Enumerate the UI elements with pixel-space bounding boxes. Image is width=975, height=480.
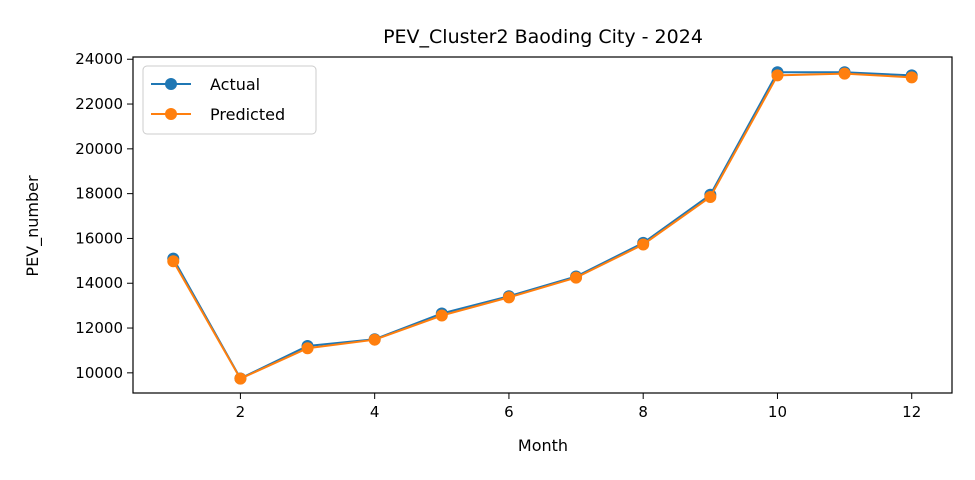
x-tick-label: 2 [236, 403, 246, 421]
y-tick-label: 20000 [75, 140, 123, 158]
series-line-predicted [172, 72, 912, 380]
data-point-predicted [570, 271, 583, 284]
y-axis-ticks: 10000 12000 14000 16000 18000 20000 22000 24000 [75, 50, 133, 382]
y-tick-label: 24000 [75, 50, 123, 68]
series-layer [167, 66, 918, 385]
data-point-predicted [234, 372, 247, 385]
legend: Actual Predicted [142, 65, 317, 135]
data-point-predicted [435, 309, 448, 322]
legend-marker-predicted [165, 108, 177, 120]
chart-title: PEV_Cluster2 Baoding City - 2024 [383, 26, 703, 48]
data-point-predicted [502, 291, 515, 304]
legend-label-predicted: Predicted [210, 105, 285, 124]
data-point-predicted [368, 333, 381, 346]
y-tick-label: 22000 [75, 95, 123, 113]
data-point-predicted [637, 238, 650, 251]
x-tick-label: 12 [902, 403, 921, 421]
y-axis-label: PEV_number [23, 175, 43, 277]
x-axis-ticks: 2 4 6 8 10 12 [236, 393, 921, 421]
data-point-predicted [771, 69, 784, 82]
y-tick-label: 12000 [75, 319, 123, 337]
x-tick-label: 4 [370, 403, 380, 421]
data-point-predicted [905, 71, 918, 84]
data-point-predicted [167, 255, 180, 268]
y-tick-label: 14000 [75, 274, 123, 292]
data-point-predicted [301, 342, 314, 355]
data-point-predicted [838, 67, 851, 80]
legend-label-actual: Actual [210, 75, 260, 94]
series-line-actual [172, 71, 912, 380]
x-tick-label: 10 [768, 403, 787, 421]
x-tick-label: 6 [504, 403, 514, 421]
y-tick-label: 18000 [75, 185, 123, 203]
y-tick-label: 10000 [75, 364, 123, 382]
data-point-predicted [704, 191, 717, 203]
x-tick-label: 8 [638, 403, 648, 421]
legend-marker-actual [165, 78, 177, 90]
plot-frame [132, 56, 953, 394]
y-tick-label: 16000 [75, 229, 123, 247]
x-axis-label: Month [518, 436, 568, 455]
